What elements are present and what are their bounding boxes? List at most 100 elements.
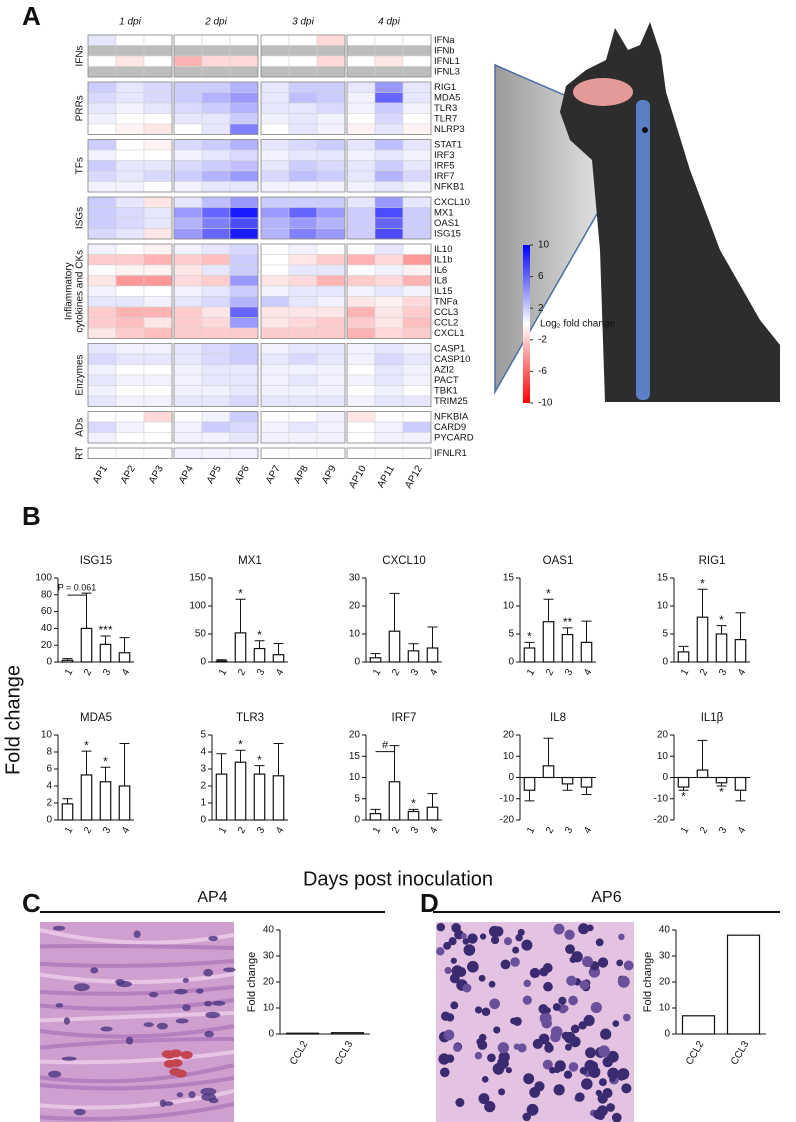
heatmap-cell xyxy=(173,327,203,339)
nucleus xyxy=(600,1028,612,1040)
row-label: IFNL1 xyxy=(434,56,460,67)
y-tick-label: 15 xyxy=(349,751,361,762)
block-outline xyxy=(173,139,259,193)
block-outline xyxy=(173,81,259,135)
heatmap-cell xyxy=(173,45,203,57)
heatmap-cell xyxy=(346,160,376,172)
nucleus xyxy=(208,935,218,942)
heatmap-cell xyxy=(288,432,318,444)
colorbar-tick-label: 10 xyxy=(538,240,550,251)
nucleus xyxy=(450,957,457,964)
nucleus xyxy=(542,1059,553,1070)
heatmap-cell xyxy=(402,296,432,308)
y-tick-label: 80 xyxy=(41,589,53,600)
block-outline xyxy=(260,81,346,135)
nucleus xyxy=(205,1011,221,1019)
y-tick-label: 8 xyxy=(46,747,52,758)
heatmap-cell xyxy=(346,432,376,444)
x-tick-label: 1 xyxy=(371,825,384,836)
heatmap-cell xyxy=(374,92,404,104)
heatmap-cell xyxy=(173,385,203,397)
heatmap-cell xyxy=(288,55,318,67)
nucleus xyxy=(549,1066,556,1074)
heatmap-cell xyxy=(260,55,290,67)
heatmap-cell xyxy=(288,317,318,329)
heatmap-cell xyxy=(402,102,432,114)
nucleus xyxy=(182,977,189,983)
heatmap-cell xyxy=(402,228,432,240)
y-tick-label: 0 xyxy=(268,1029,274,1040)
heatmap-cell xyxy=(201,432,231,444)
nucleus xyxy=(523,979,532,988)
heatmap-cell xyxy=(173,243,203,255)
heatmap-cell xyxy=(143,196,173,208)
heatmap-cell xyxy=(173,123,203,135)
heatmap-cell xyxy=(87,395,117,407)
error-bar xyxy=(427,793,438,808)
heatmap-cell xyxy=(143,364,173,376)
heatmap-cell xyxy=(229,411,259,423)
nucleus xyxy=(598,1045,610,1058)
error-bar xyxy=(235,598,246,633)
heatmap-cell xyxy=(143,45,173,57)
heatmap-cell xyxy=(229,264,259,276)
nucleus xyxy=(478,1033,487,1042)
heatmap-cell xyxy=(288,447,318,459)
heatmap-cell xyxy=(374,160,404,172)
heatmap-cell xyxy=(173,102,203,114)
x-tick-label: 1 xyxy=(679,825,692,836)
column-label: AP11 xyxy=(375,463,397,489)
nucleus xyxy=(503,937,513,946)
y-tick-label: 5 xyxy=(662,629,668,640)
heatmap-cell xyxy=(143,385,173,397)
nucleus xyxy=(563,1031,576,1044)
heatmap-cell xyxy=(346,385,376,397)
heatmap-cell xyxy=(288,306,318,318)
heatmap-cell xyxy=(402,81,432,93)
heatmap-cell xyxy=(229,92,259,104)
y-tick-label: 60 xyxy=(41,606,53,617)
nucleus xyxy=(598,1078,607,1087)
bar xyxy=(388,781,401,821)
annotation: * xyxy=(719,613,724,627)
block-outline xyxy=(346,447,432,459)
x-tick-label: 4 xyxy=(274,667,287,678)
heatmap-cell xyxy=(173,81,203,93)
row-group-label: ADs xyxy=(75,418,86,437)
heatmap-cell xyxy=(115,364,145,376)
nucleus xyxy=(156,1022,168,1030)
fiber xyxy=(39,1063,235,1084)
heatmap-cell xyxy=(87,285,117,297)
heatmap-cell xyxy=(115,343,145,355)
row-label: ISG15 xyxy=(434,228,461,239)
heatmap-cell xyxy=(402,217,432,229)
annotation: * xyxy=(719,785,724,799)
error-bar xyxy=(370,808,381,814)
heatmap-cell xyxy=(316,327,346,339)
heatmap-cell xyxy=(316,317,346,329)
heatmap-cell xyxy=(87,55,117,67)
heatmap-cell xyxy=(143,139,173,151)
bar xyxy=(696,769,709,779)
histology-texture xyxy=(436,922,634,1122)
heatmap-cell xyxy=(229,181,259,193)
heatmap-cell xyxy=(229,196,259,208)
y-tick-label: 0 xyxy=(354,815,360,826)
heatmap-cell xyxy=(402,285,432,297)
nucleus xyxy=(602,1056,613,1068)
heatmap-cell xyxy=(374,254,404,266)
heatmap-cell xyxy=(115,228,145,240)
nucleus xyxy=(582,956,593,968)
nucleus xyxy=(568,1062,579,1072)
heatmap-cell xyxy=(115,254,145,266)
heatmap-cell xyxy=(201,149,231,161)
heatmap-cell xyxy=(87,160,117,172)
heatmap-cell xyxy=(201,421,231,433)
nucleus xyxy=(204,1000,213,1007)
bar xyxy=(118,652,131,663)
heatmap-cell xyxy=(316,149,346,161)
heatmap-cell xyxy=(402,317,432,329)
heatmap-cell xyxy=(374,421,404,433)
heatmap-cell xyxy=(402,447,432,459)
nucleus xyxy=(558,996,567,1005)
